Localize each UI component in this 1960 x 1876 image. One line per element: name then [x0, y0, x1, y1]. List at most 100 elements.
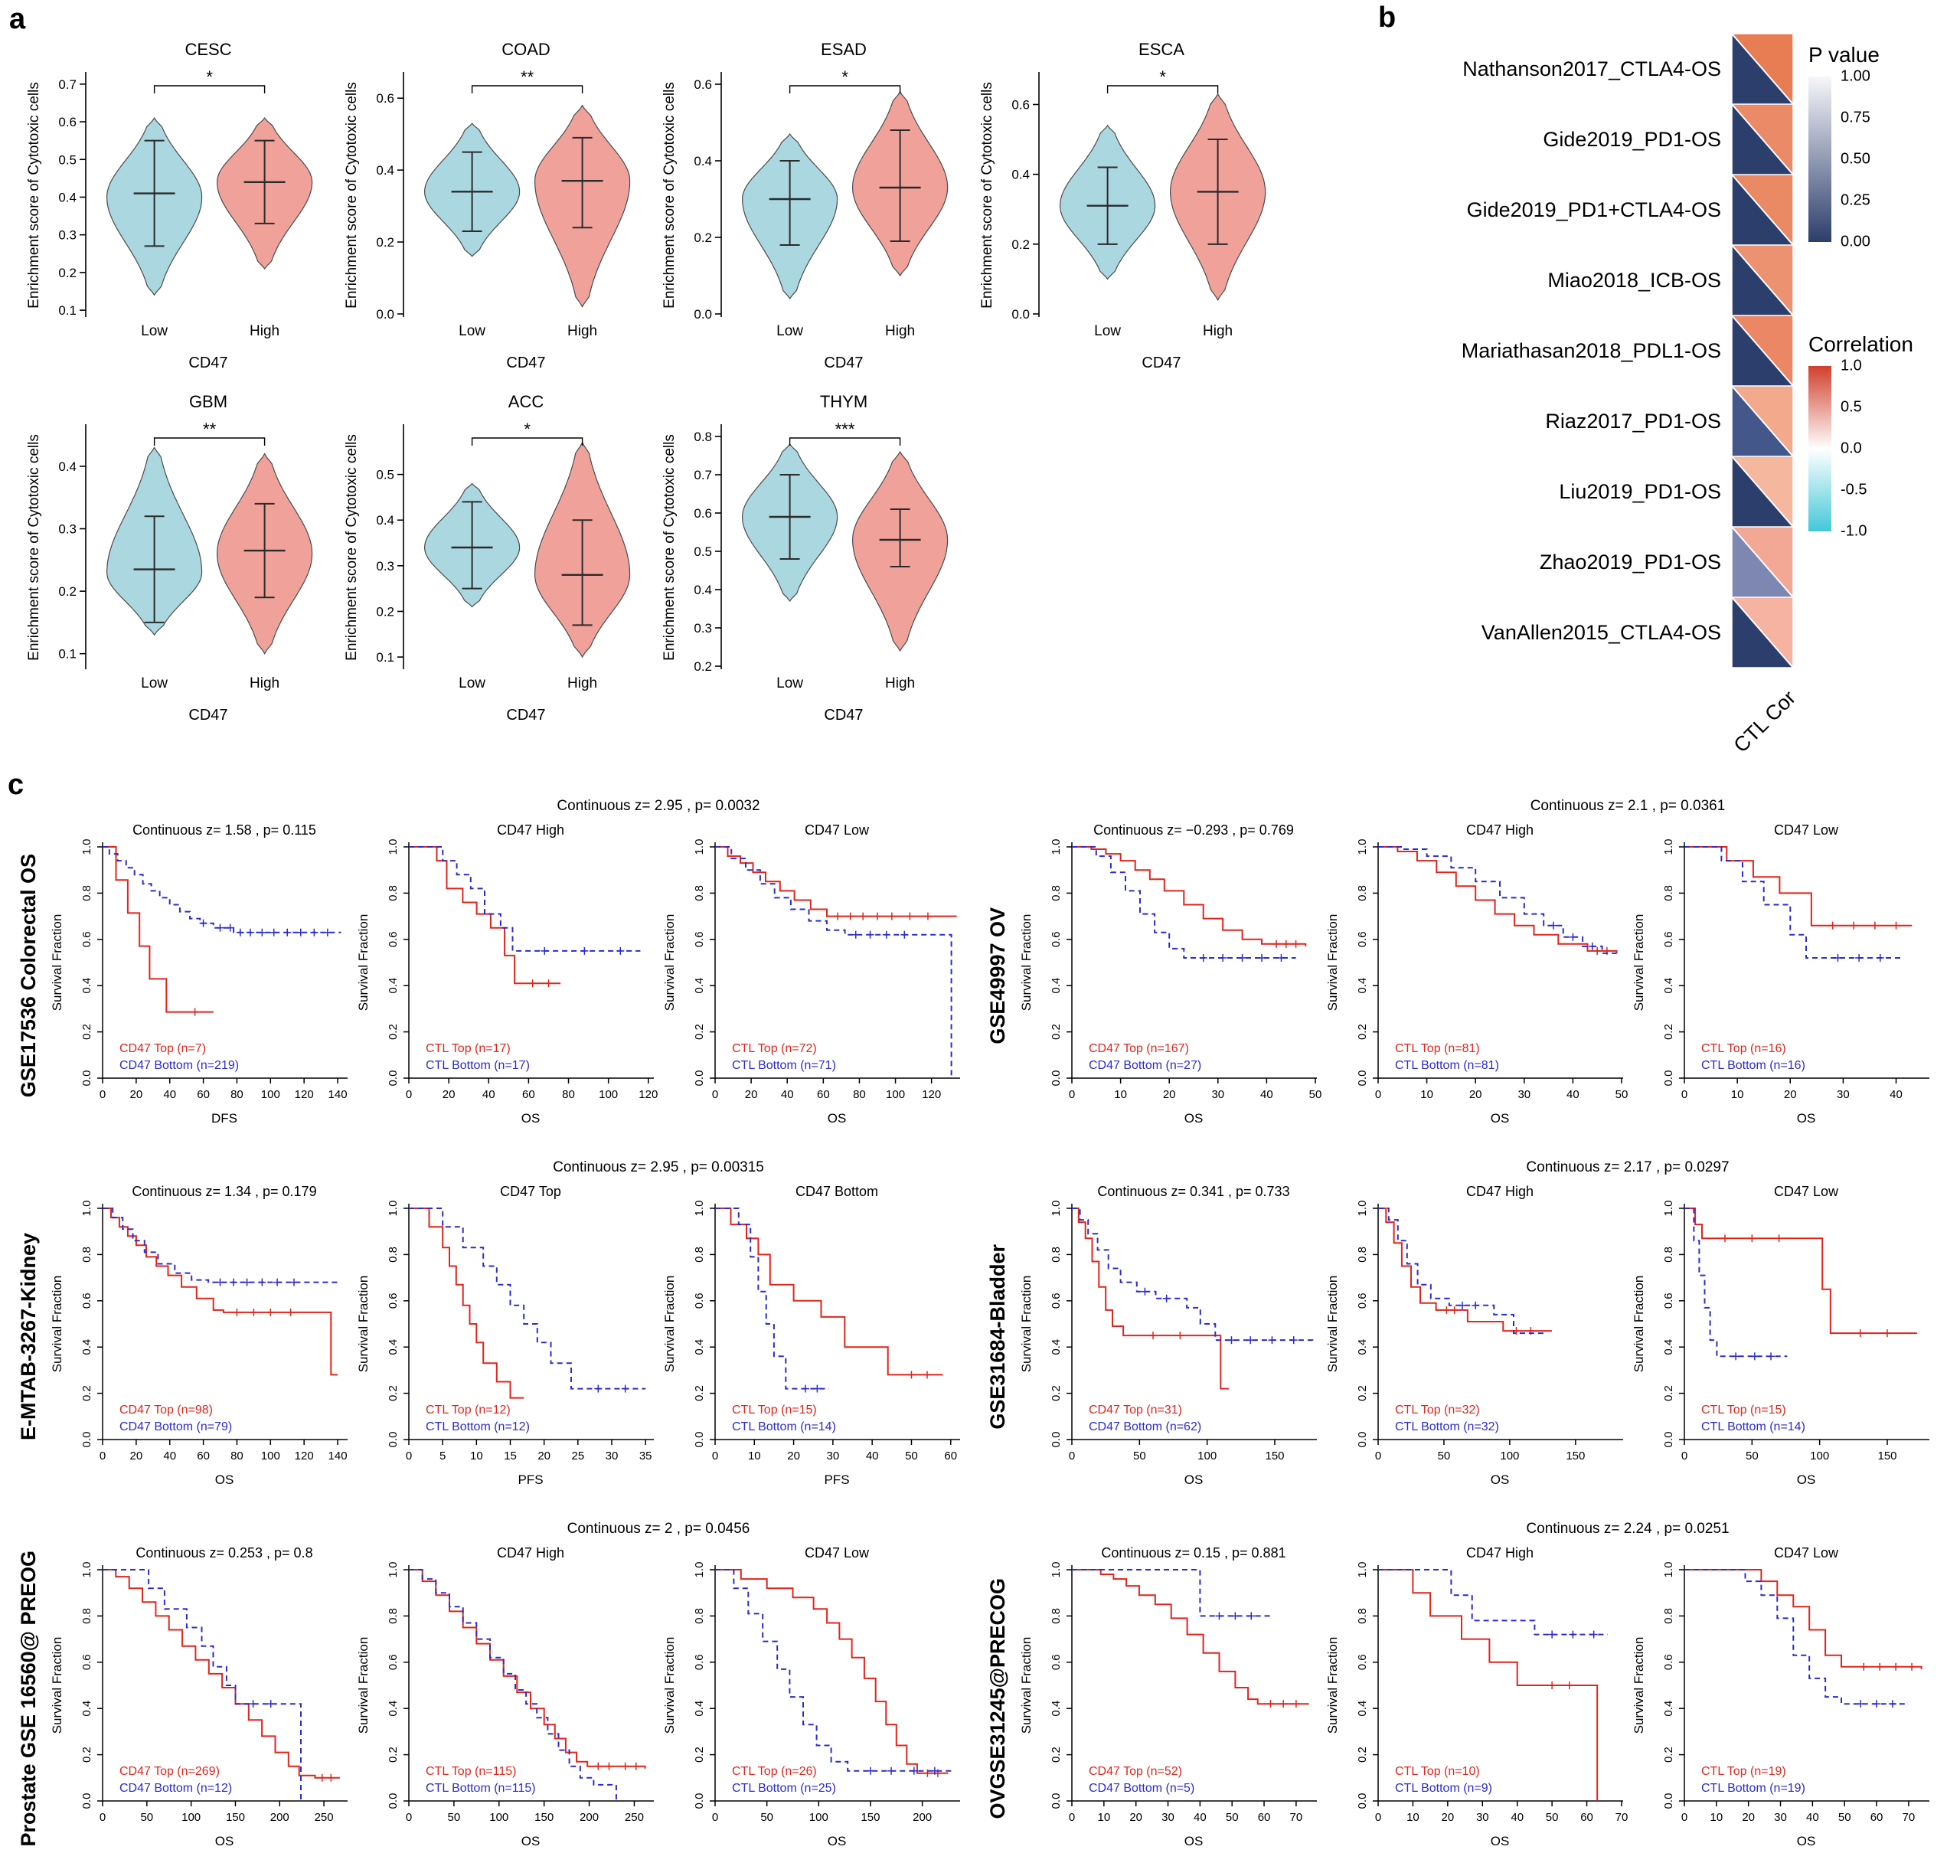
svg-text:1.0: 1.0: [1356, 1562, 1369, 1578]
km-shared-title: Continuous z= 2 , p= 0.0456: [567, 1521, 750, 1537]
svg-text:120: 120: [295, 1449, 314, 1463]
svg-text:40: 40: [866, 1449, 879, 1463]
x-axis-label: OS: [828, 1111, 847, 1126]
legend-blue-label: CTL Bottom (n=25): [732, 1782, 836, 1795]
svg-text:0.0: 0.0: [693, 1070, 706, 1087]
km-curve-red: [1072, 1569, 1309, 1705]
correlation-tick: 0.5: [1841, 398, 1862, 416]
svg-text:150: 150: [1566, 1449, 1585, 1463]
km-title: CD47 High: [1466, 1184, 1534, 1199]
svg-text:0.5: 0.5: [694, 544, 712, 559]
svg-text:0: 0: [1681, 1088, 1687, 1101]
violin-plot-CESC: CESC 0.1 0.2 0.3 0.4 0.5 0.6 0.7 Enrichment scor…: [20, 34, 338, 386]
km-plot-1-1: CD47 High 0.0 0.2 0.4 0.6 0.8 1.0 0 10 20 30 40 50 Su…: [1325, 822, 1628, 1126]
legend-blue-label: CD47 Bottom (n=27): [1089, 1059, 1201, 1072]
significance-bracket: [153, 437, 266, 446]
svg-text:0.2: 0.2: [1662, 1747, 1675, 1763]
km-curve-red: [715, 1208, 943, 1376]
legend-red-label: CTL Top (n=16): [1701, 1042, 1786, 1055]
km-curve-red: [715, 846, 957, 917]
y-axis-label: Survival Fraction: [356, 1637, 371, 1734]
km-curve-blue: [103, 1208, 341, 1283]
km-curve-blue: [1072, 1569, 1271, 1617]
x-axis-label: CD47: [506, 355, 545, 371]
svg-text:40: 40: [1566, 1088, 1579, 1101]
km-plot-0-1: CD47 High 0.0 0.2 0.4 0.6 0.8 1.0 0 20 40 60 80 100 1…: [356, 822, 658, 1126]
legend-red-label: CD47 Top (n=167): [1089, 1042, 1189, 1055]
svg-text:0.4: 0.4: [1050, 1701, 1063, 1717]
correlation-legend: Correlation 1.0 0.5 0.0 -0.5 -1.0: [1808, 332, 1958, 540]
svg-text:0.4: 0.4: [80, 1701, 93, 1717]
km-curve-blue: [715, 1208, 829, 1390]
svg-text:0.6: 0.6: [1050, 931, 1063, 947]
svg-text:0.2: 0.2: [693, 1747, 706, 1763]
svg-text:20: 20: [1469, 1088, 1482, 1101]
svg-text:20: 20: [130, 1088, 143, 1101]
legend-red-label: CTL Top (n=115): [426, 1765, 516, 1778]
km-curve-red: [1378, 846, 1618, 953]
svg-text:0: 0: [100, 1088, 106, 1101]
legend-blue-label: CTL Bottom (n=19): [1701, 1782, 1805, 1795]
study-label: Mariathasan2018_PDL1-OS: [1461, 338, 1721, 362]
svg-text:20: 20: [787, 1449, 800, 1463]
svg-text:0: 0: [406, 1449, 412, 1463]
y-axis-label: Survival Fraction: [356, 1276, 371, 1373]
svg-text:0.4: 0.4: [58, 190, 77, 204]
svg-text:0.0: 0.0: [1050, 1793, 1063, 1809]
svg-text:60: 60: [197, 1088, 210, 1101]
x-axis-label: OS: [828, 1834, 847, 1848]
svg-text:60: 60: [1580, 1811, 1593, 1824]
km-curve-blue: [1378, 846, 1617, 954]
svg-text:0: 0: [712, 1088, 718, 1101]
svg-text:0.8: 0.8: [387, 1247, 400, 1263]
svg-text:0.6: 0.6: [80, 1293, 93, 1309]
km-title: CD47 High: [497, 822, 564, 838]
correlation-tick: -1.0: [1841, 522, 1867, 540]
svg-text:0.4: 0.4: [1050, 978, 1063, 994]
svg-text:0.0: 0.0: [376, 307, 394, 322]
study-label: Zhao2019_PD1-OS: [1539, 550, 1721, 574]
y-axis-label: Survival Fraction: [662, 1637, 677, 1734]
x-axis-label: OS: [1797, 1834, 1816, 1848]
svg-text:20: 20: [537, 1449, 550, 1463]
study-label: Liu2019_PD1-OS: [1559, 479, 1721, 503]
km-group-label: GSE31684-Bladder: [985, 1244, 1009, 1430]
significance-stars: **: [203, 420, 217, 439]
significance-bracket: [153, 85, 266, 93]
svg-text:10: 10: [1114, 1088, 1127, 1101]
km-curve-blue: [409, 1569, 617, 1801]
svg-text:0.4: 0.4: [387, 1701, 400, 1717]
km-group-3: GSE31684-Bladder Continuous z= 2.17 , p= …: [980, 1159, 1949, 1515]
svg-text:0.2: 0.2: [1356, 1385, 1369, 1401]
x-axis-label: PFS: [518, 1472, 543, 1487]
km-title: CD47 Low: [1774, 1545, 1839, 1561]
svg-text:50: 50: [1746, 1449, 1759, 1463]
category-label: Low: [776, 675, 803, 691]
svg-text:0.4: 0.4: [387, 978, 400, 994]
significance-stars: ***: [835, 420, 855, 439]
y-axis-label: Enrichment score of Cytotoxic cells: [344, 82, 360, 309]
km-plot-4-2: CD47 Low 0.0 0.2 0.4 0.6 0.8 1.0 0 50 100 150 200 Su…: [662, 1545, 960, 1848]
svg-text:1.0: 1.0: [1662, 1562, 1675, 1578]
svg-text:0.4: 0.4: [376, 163, 394, 178]
svg-text:50: 50: [905, 1449, 918, 1463]
heatmap-x-axis-label: CTL Cor: [1729, 686, 1801, 757]
svg-text:30: 30: [1517, 1088, 1530, 1101]
km-title: Continuous z= 0.253 , p= 0.8: [136, 1545, 312, 1561]
km-title: Continuous z= 0.341 , p= 0.733: [1097, 1184, 1289, 1199]
legend-red-label: CTL Top (n=10): [1395, 1765, 1480, 1778]
km-curve-red: [1072, 846, 1307, 946]
svg-text:0.0: 0.0: [1050, 1070, 1063, 1087]
x-axis-label: DFS: [211, 1111, 237, 1126]
correlation-ticks: 1.0 0.5 0.0 -0.5 -1.0: [1808, 358, 1958, 540]
svg-text:0.2: 0.2: [1011, 237, 1030, 252]
svg-text:100: 100: [886, 1088, 905, 1101]
svg-text:0.2: 0.2: [376, 604, 394, 619]
svg-text:0.1: 0.1: [58, 647, 77, 662]
study-label: Miao2018_ICB-OS: [1547, 268, 1721, 292]
svg-text:0: 0: [1069, 1449, 1075, 1463]
svg-text:0.0: 0.0: [1050, 1432, 1063, 1448]
km-curve-red: [1378, 1569, 1599, 1801]
svg-text:50: 50: [1226, 1811, 1239, 1824]
violin-grid: CESC 0.1 0.2 0.3 0.4 0.5 0.6 0.7 Enrichment scor…: [20, 34, 1321, 738]
